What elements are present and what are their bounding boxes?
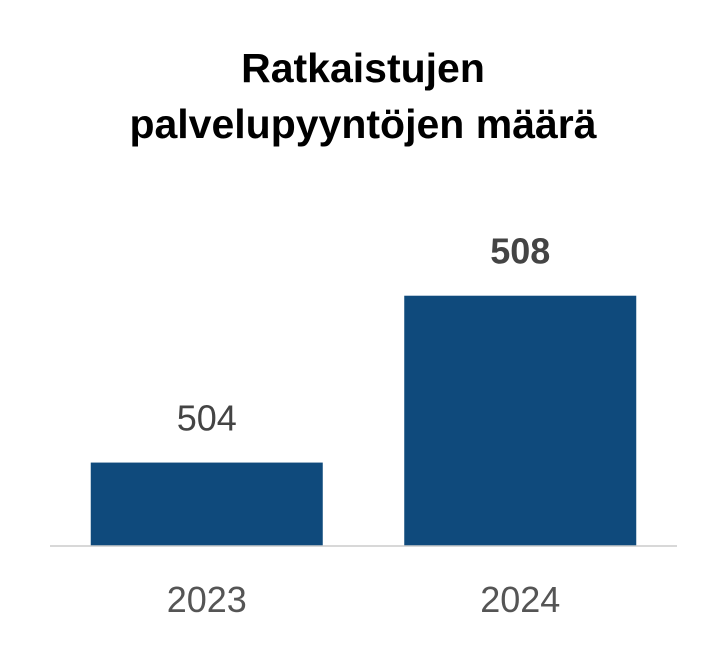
x-tick-label: 2024	[480, 579, 560, 620]
value-label: 508	[490, 231, 550, 272]
chart-title: Ratkaistujen palvelupyyntöjen määrä	[129, 45, 597, 147]
x-tick-label: 2023	[167, 579, 247, 620]
bar	[90, 462, 323, 546]
bar	[404, 295, 637, 546]
value-label: 504	[177, 398, 237, 439]
